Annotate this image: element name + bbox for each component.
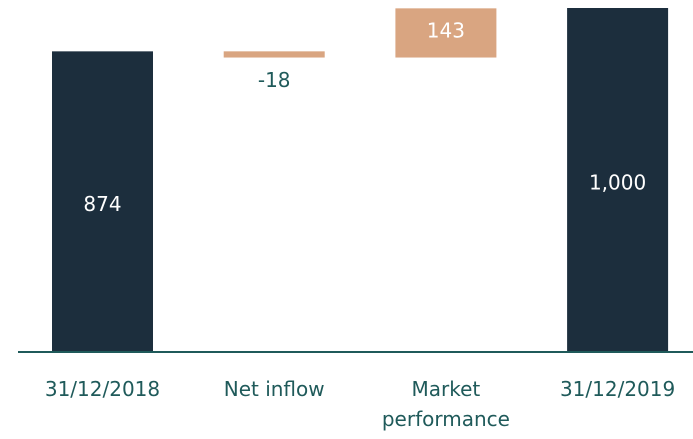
value-label: -18 (258, 68, 291, 92)
x-tick-label: 31/12/2018 (44, 377, 161, 401)
value-label: 874 (83, 192, 121, 216)
x-tick-label: Net inflow (223, 377, 325, 401)
bar (567, 8, 669, 352)
value-label: 1,000 (589, 171, 646, 195)
x-tick-label: 31/12/2019 (559, 377, 676, 401)
value-label: 143 (427, 18, 465, 42)
bar (52, 51, 153, 353)
x-tick-label: Market performance (381, 377, 510, 431)
bar (223, 51, 325, 58)
bar (395, 8, 497, 58)
